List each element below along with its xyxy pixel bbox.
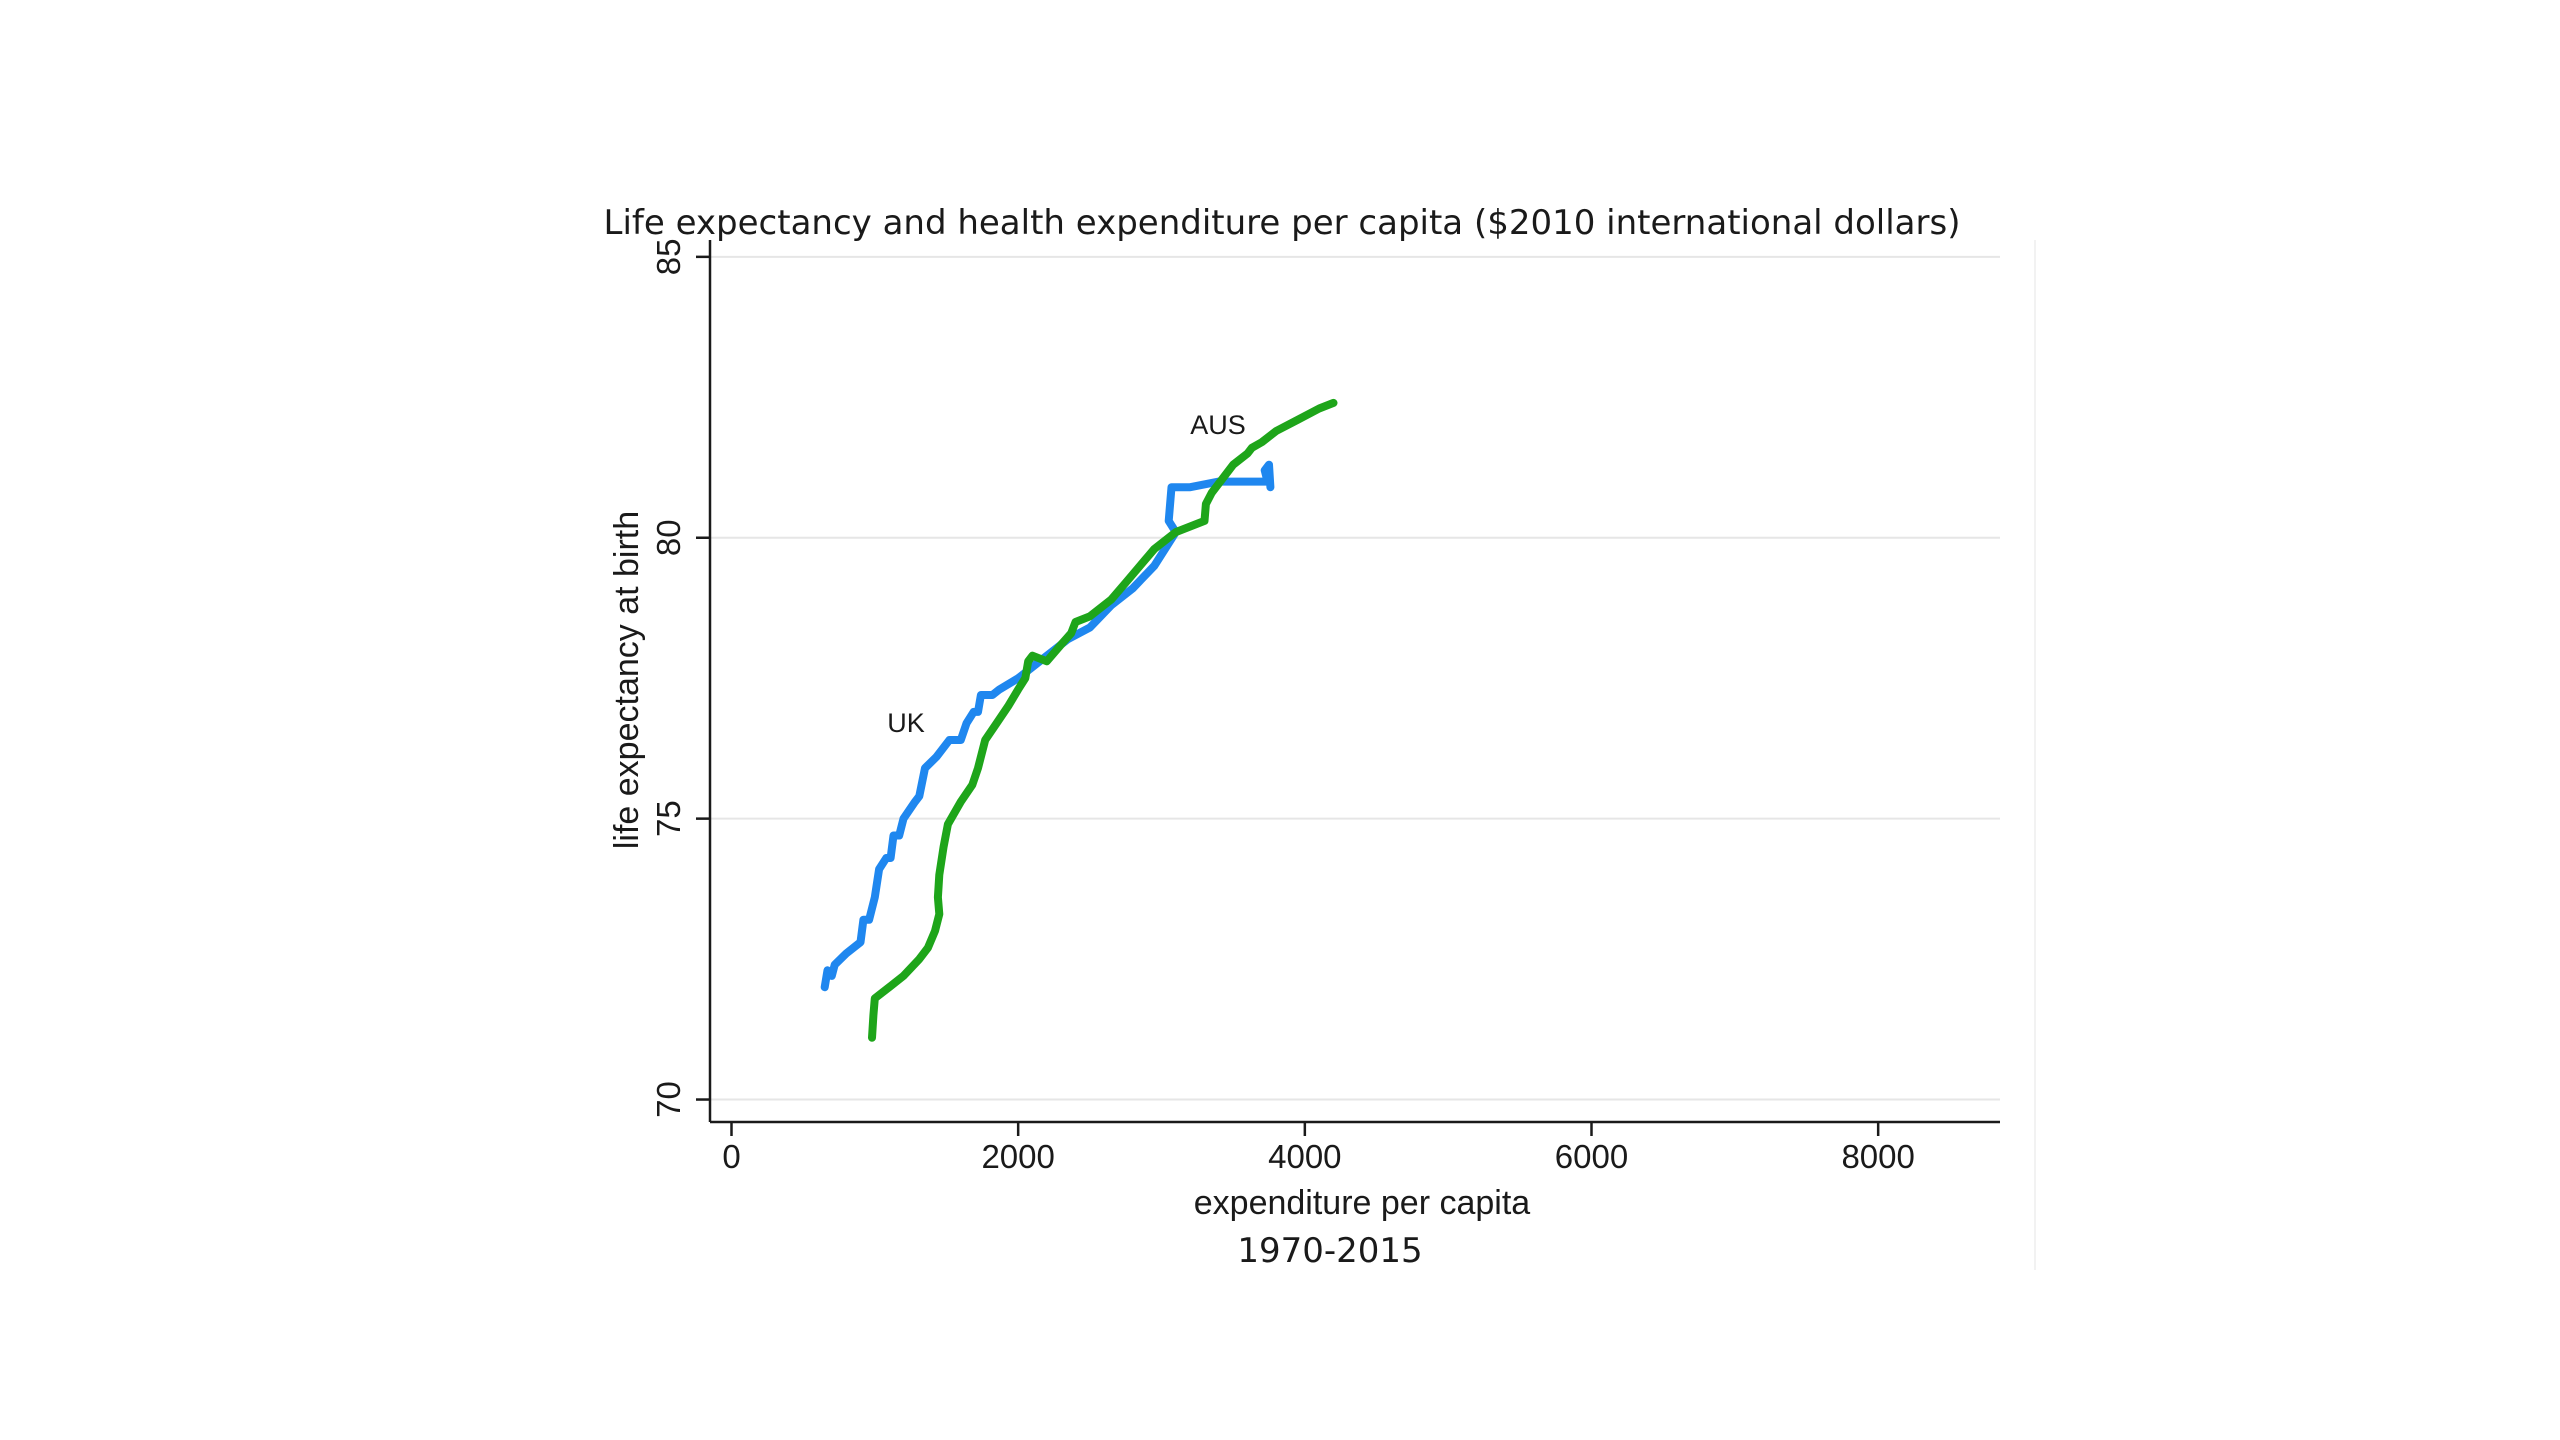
y-axis-label: life expectancy at birth [608,511,646,849]
series-line-uk [820,460,1275,992]
series-line-aus [868,398,1338,1042]
series-lines [820,398,1338,1042]
chart-title: Life expectancy and health expenditure p… [604,203,1961,243]
x-tick-label: 6000 [1555,1138,1628,1175]
x-tick-label: 2000 [981,1138,1054,1175]
x-axis-label: expenditure per capita [1194,1184,1531,1222]
gridlines [710,255,2000,1101]
annotation-aus: AUS [1190,410,1246,440]
y-tick-label: 85 [650,238,687,275]
x-tick-label: 0 [722,1138,740,1175]
chart-subtitle: 1970-2015 [1237,1231,1422,1271]
x-tick-label: 8000 [1841,1138,1914,1175]
y-axis-ticks: 70 75 80 85 [650,238,710,1118]
x-tick-label: 4000 [1268,1138,1341,1175]
y-tick-label: 70 [650,1081,687,1118]
annotation-uk: UK [887,708,925,738]
y-tick-label: 75 [650,800,687,837]
y-tick-label: 80 [650,519,687,556]
x-axis-ticks: 0 2000 4000 6000 8000 [722,1122,1915,1175]
